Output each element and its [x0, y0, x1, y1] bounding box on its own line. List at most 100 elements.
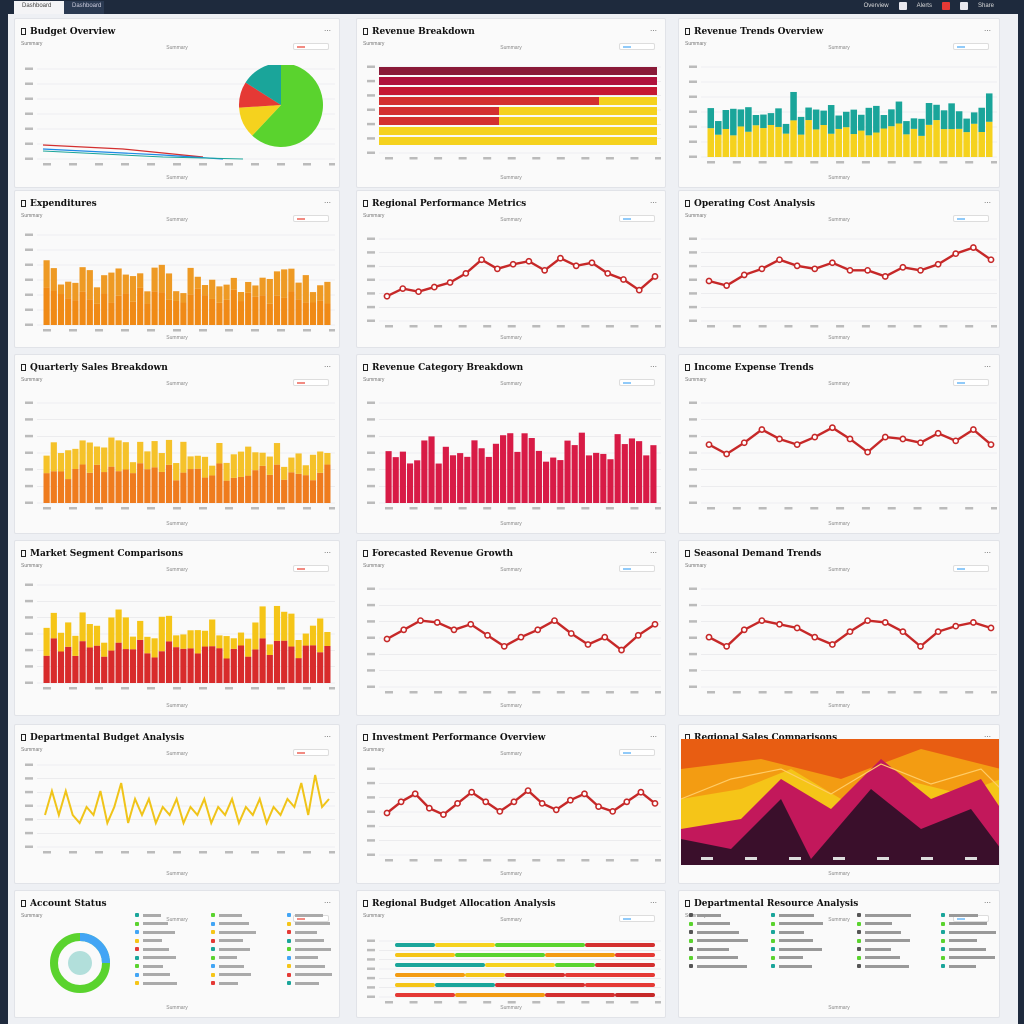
- legend-toggle[interactable]: [293, 565, 329, 572]
- legend-toggle[interactable]: [953, 43, 989, 50]
- y-tick-label: [689, 125, 697, 128]
- bar-segment: [963, 118, 970, 133]
- card-menu-button[interactable]: ⋯: [324, 28, 331, 35]
- x-tick-label: [991, 691, 997, 694]
- tab-secondary[interactable]: Dashboard: [64, 1, 104, 14]
- card-menu-button[interactable]: ⋯: [324, 550, 331, 557]
- top-item-share[interactable]: Share: [977, 3, 994, 9]
- bar-segment: [615, 993, 655, 997]
- bar-segment: [173, 647, 180, 683]
- bar-segment: [72, 300, 79, 325]
- x-tick-label: [483, 1001, 492, 1004]
- data-point: [478, 256, 485, 264]
- legend-label: [143, 930, 175, 934]
- card-menu-button[interactable]: ⋯: [984, 550, 991, 557]
- card-menu-button[interactable]: ⋯: [984, 28, 991, 35]
- card-menu-button[interactable]: ⋯: [650, 550, 657, 557]
- card-menu-button[interactable]: ⋯: [324, 364, 331, 371]
- bar-segment: [500, 435, 507, 503]
- data-point: [952, 622, 960, 630]
- legend-item: [135, 938, 177, 943]
- data-point: [635, 286, 643, 294]
- x-tick-label: [225, 507, 233, 510]
- lock-icon[interactable]: [898, 2, 907, 10]
- bar-segment: [194, 630, 201, 654]
- pie-slice: [252, 65, 323, 147]
- legend-swatch: [211, 964, 215, 968]
- x-tick-label: [303, 507, 311, 510]
- card-menu-button[interactable]: ⋯: [324, 200, 331, 207]
- legend-toggle[interactable]: [619, 915, 655, 922]
- data-point: [846, 266, 854, 274]
- legend-toggle[interactable]: [619, 215, 655, 222]
- card-menu-button[interactable]: ⋯: [650, 364, 657, 371]
- chart-plot: [367, 401, 661, 510]
- card-title: Expenditures: [21, 199, 97, 209]
- document-icon[interactable]: [959, 2, 968, 10]
- status-icon: [771, 930, 775, 934]
- legend-toggle[interactable]: [619, 749, 655, 756]
- data-point: [534, 626, 542, 634]
- card-menu-button[interactable]: ⋯: [650, 28, 657, 35]
- data-point: [952, 437, 960, 445]
- notification-icon[interactable]: [941, 2, 950, 10]
- data-point: [454, 800, 461, 807]
- bar-segment: [521, 433, 528, 503]
- legend-toggle[interactable]: [293, 43, 329, 50]
- legend-toggle[interactable]: [619, 43, 655, 50]
- table-cell: [697, 930, 739, 934]
- card-menu-button[interactable]: ⋯: [984, 364, 991, 371]
- status-icon: [857, 964, 861, 968]
- data-point: [584, 641, 592, 648]
- data-point: [864, 266, 872, 274]
- y-tick-label: [25, 648, 33, 652]
- legend-toggle[interactable]: [293, 379, 329, 386]
- data-point: [581, 790, 588, 798]
- bar-segment: [970, 123, 978, 157]
- chart-icon: [685, 900, 690, 907]
- x-tick-label: [732, 325, 741, 328]
- tab-dashboard[interactable]: Dashboard: [14, 1, 64, 14]
- x-tick-label: [199, 687, 207, 690]
- legend-toggle[interactable]: [293, 749, 329, 756]
- y-tick-label: [367, 122, 375, 126]
- y-tick-label: [367, 292, 375, 295]
- bar-segment: [730, 135, 737, 157]
- card-subtitle: Summary: [685, 41, 707, 47]
- top-item-overview[interactable]: Overview: [863, 3, 889, 9]
- bar-segment: [252, 285, 259, 297]
- y-tick-label: [25, 763, 33, 766]
- x-tick-label: [385, 157, 393, 160]
- legend-toggle[interactable]: [619, 565, 655, 572]
- y-tick-label: [25, 323, 33, 326]
- card-menu-button[interactable]: ⋯: [324, 900, 331, 907]
- legend-label: [295, 956, 318, 959]
- card-menu-button[interactable]: ⋯: [984, 200, 991, 207]
- bar: [379, 137, 657, 145]
- legend-swatch: [211, 938, 215, 943]
- table-cell: [697, 947, 729, 951]
- top-item-alerts[interactable]: Alerts: [916, 3, 932, 9]
- legend-toggle[interactable]: [953, 379, 989, 386]
- bar-segment: [187, 469, 194, 503]
- chart-icon: [363, 364, 368, 371]
- table-cell: [779, 956, 803, 959]
- card-menu-button[interactable]: ⋯: [984, 734, 991, 741]
- card-menu-button[interactable]: ⋯: [650, 734, 657, 741]
- card-menu-button[interactable]: ⋯: [650, 900, 657, 907]
- bar-segment: [288, 268, 295, 292]
- legend-toggle[interactable]: [619, 379, 655, 386]
- bar-segment: [464, 456, 471, 503]
- status-icon: [941, 913, 945, 917]
- y-tick-label: [367, 685, 375, 688]
- card-menu-button[interactable]: ⋯: [650, 200, 657, 207]
- legend-toggle[interactable]: [953, 565, 989, 572]
- card-menu-button[interactable]: ⋯: [324, 734, 331, 741]
- legend-toggle[interactable]: [293, 215, 329, 222]
- x-tick-label: [69, 163, 77, 166]
- bar-segment: [722, 110, 730, 129]
- card-menu-button[interactable]: ⋯: [984, 900, 991, 907]
- bar-segment: [940, 110, 948, 130]
- x-tick-label: [199, 507, 207, 510]
- legend-toggle[interactable]: [953, 215, 989, 222]
